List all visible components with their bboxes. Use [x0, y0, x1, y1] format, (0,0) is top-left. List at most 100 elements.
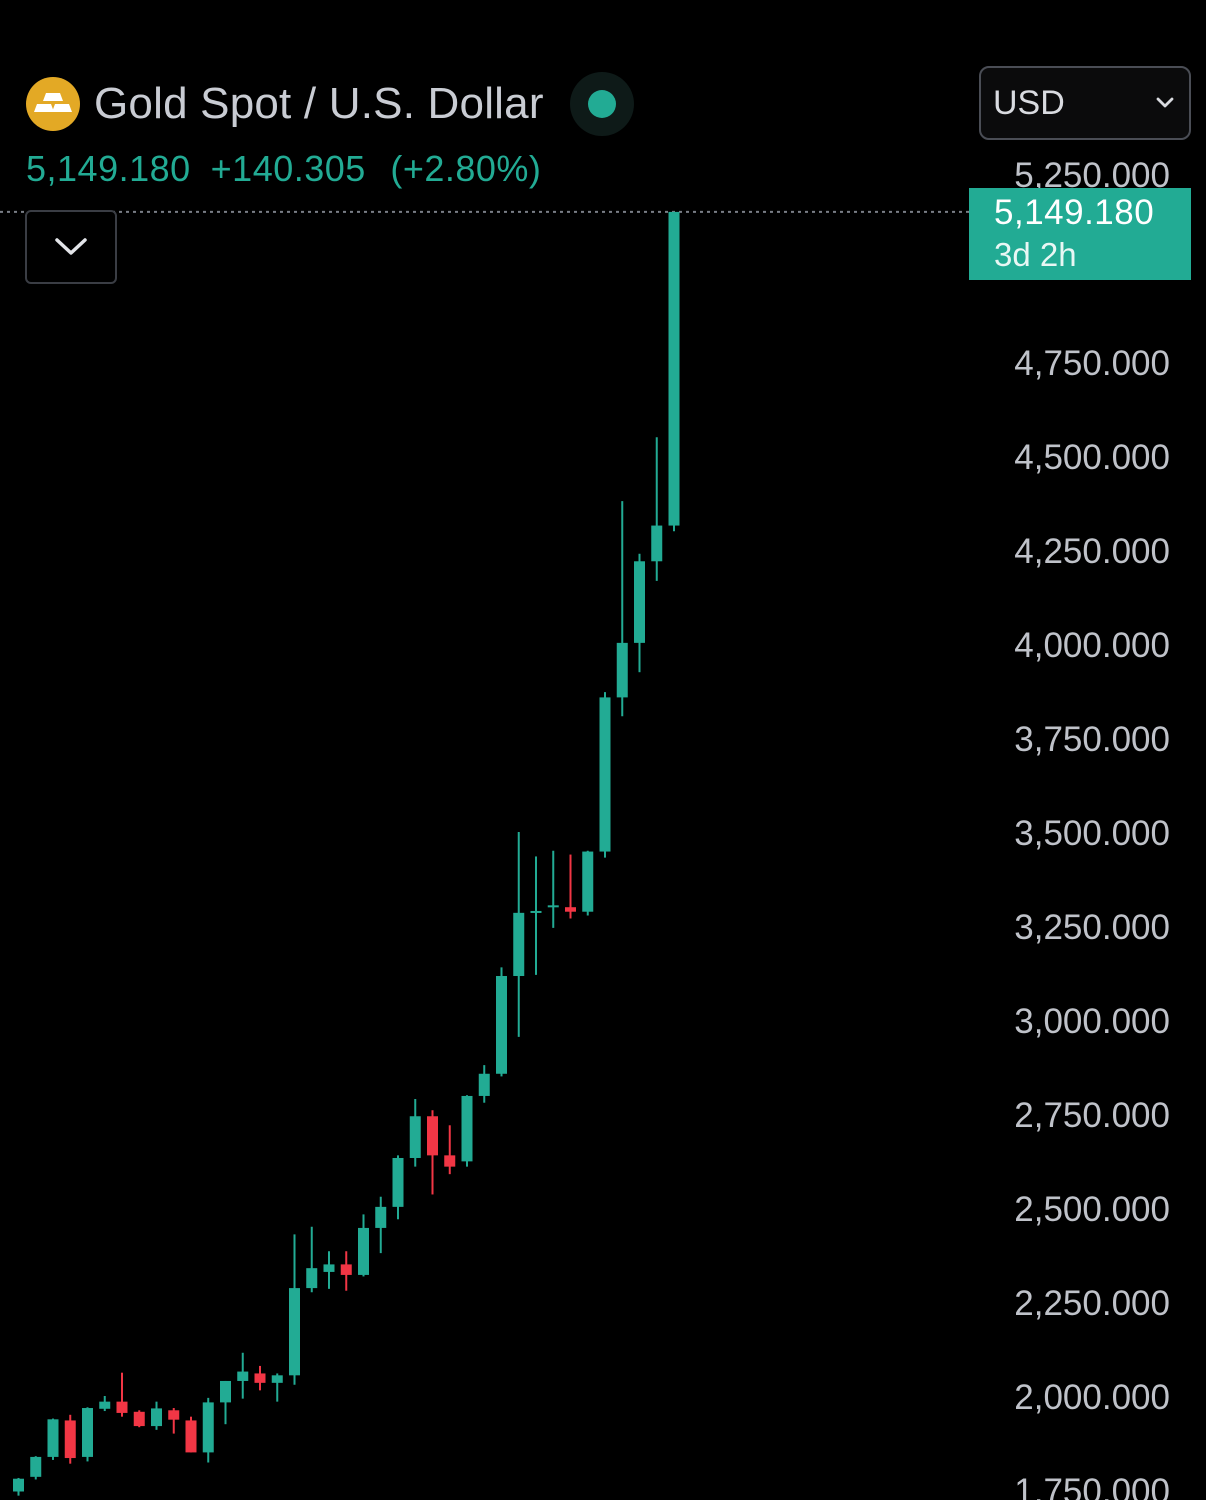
candle-body	[599, 697, 611, 852]
y-tick-label: 2,500.000	[1014, 1190, 1170, 1229]
candle-body	[237, 1371, 249, 1381]
candle[interactable]	[13, 1477, 24, 1496]
candle[interactable]	[582, 850, 594, 916]
candle[interactable]	[565, 854, 576, 919]
candle-body	[202, 1402, 214, 1453]
candle-body	[151, 1408, 162, 1427]
y-tick-label: 4,500.000	[1014, 438, 1170, 477]
candle-body	[289, 1288, 300, 1376]
candle-body	[271, 1375, 283, 1383]
candle[interactable]	[634, 553, 645, 673]
candle-body	[13, 1478, 24, 1492]
currency-select[interactable]: USD	[979, 66, 1191, 140]
y-axis-ticks: 5,250.0004,750.0004,500.0004,250.0004,00…	[1014, 156, 1170, 1500]
candle[interactable]	[323, 1251, 335, 1289]
currency-value: USD	[993, 83, 1065, 122]
candle-body	[47, 1419, 59, 1457]
market-open-dot-icon	[587, 90, 616, 118]
candle-body	[582, 851, 594, 912]
price-change-percent: (+2.80%)	[390, 148, 542, 189]
chevron-down-icon	[1156, 97, 1174, 108]
candle-body	[392, 1157, 404, 1207]
candle-body	[64, 1420, 76, 1459]
candle-body	[168, 1410, 180, 1420]
candle-body	[254, 1373, 266, 1383]
candle[interactable]	[133, 1410, 145, 1428]
chevron-down-icon	[55, 238, 87, 255]
y-tick-label: 1,750.000	[1014, 1472, 1170, 1500]
candle[interactable]	[461, 1095, 473, 1167]
candle-body	[82, 1408, 93, 1457]
candle[interactable]	[64, 1414, 76, 1464]
candle-body	[220, 1380, 231, 1403]
candle-body	[616, 642, 628, 698]
candle[interactable]	[668, 211, 680, 532]
candle[interactable]	[496, 967, 507, 1077]
candle[interactable]	[151, 1401, 162, 1430]
y-tick-label: 3,250.000	[1014, 908, 1170, 947]
candle[interactable]	[185, 1416, 197, 1453]
candle-body	[668, 211, 680, 526]
candle[interactable]	[547, 850, 559, 928]
candle[interactable]	[254, 1365, 266, 1391]
gold-bars-icon	[26, 77, 80, 131]
candle[interactable]	[340, 1251, 352, 1291]
candle[interactable]	[220, 1380, 231, 1425]
y-tick-label: 4,250.000	[1014, 532, 1170, 571]
candle-body	[496, 976, 507, 1074]
candle[interactable]	[409, 1098, 421, 1167]
candle[interactable]	[599, 692, 611, 858]
candle-body	[133, 1411, 145, 1427]
y-tick-label: 3,500.000	[1014, 814, 1170, 853]
quote-line: 5,149.180 +140.305 (+2.80%)	[26, 148, 541, 190]
candle[interactable]	[289, 1234, 300, 1385]
y-tick-label: 4,000.000	[1014, 626, 1170, 665]
candle[interactable]	[82, 1407, 93, 1462]
candle-body	[30, 1456, 42, 1477]
candle-body	[306, 1268, 318, 1289]
candle[interactable]	[616, 501, 628, 717]
candle[interactable]	[513, 832, 525, 1037]
candle-body	[547, 905, 559, 908]
last-price-label-value: 5,149.180	[994, 193, 1155, 232]
collapse-legend-button[interactable]	[25, 210, 117, 284]
candle[interactable]	[237, 1352, 249, 1399]
candle-body	[444, 1155, 456, 1167]
candle-body	[461, 1095, 473, 1162]
candle-body	[513, 912, 525, 977]
candle-body	[116, 1401, 128, 1413]
candle[interactable]	[116, 1372, 128, 1417]
candle[interactable]	[651, 437, 663, 581]
candle[interactable]	[427, 1110, 438, 1195]
candle-body	[565, 907, 576, 912]
candle[interactable]	[306, 1226, 318, 1293]
candle[interactable]	[444, 1125, 456, 1175]
last-price: 5,149.180	[26, 148, 191, 189]
candle[interactable]	[168, 1408, 180, 1434]
candle-body	[323, 1264, 335, 1272]
candle[interactable]	[271, 1373, 283, 1402]
candle[interactable]	[47, 1418, 59, 1460]
candle[interactable]	[99, 1396, 111, 1412]
candle-body	[634, 561, 645, 643]
candle[interactable]	[358, 1214, 369, 1277]
candle[interactable]	[392, 1155, 404, 1220]
bar-close-countdown: 3d 2h	[994, 236, 1077, 273]
candle[interactable]	[375, 1196, 387, 1254]
candles-layer	[13, 211, 680, 1496]
candle-body	[651, 525, 663, 562]
candle-body	[375, 1206, 387, 1228]
symbol-header[interactable]: Gold Spot / U.S. Dollar	[26, 72, 634, 136]
candle[interactable]	[30, 1456, 42, 1480]
y-tick-label: 2,250.000	[1014, 1284, 1170, 1323]
candle[interactable]	[530, 856, 542, 975]
market-status-indicator[interactable]	[569, 72, 634, 136]
y-tick-label: 2,750.000	[1014, 1096, 1170, 1135]
candle-body	[358, 1227, 369, 1275]
candle[interactable]	[202, 1397, 214, 1463]
candle-body	[340, 1264, 352, 1275]
y-tick-label: 4,750.000	[1014, 344, 1170, 383]
candle-body	[530, 910, 542, 913]
candle[interactable]	[478, 1065, 490, 1103]
